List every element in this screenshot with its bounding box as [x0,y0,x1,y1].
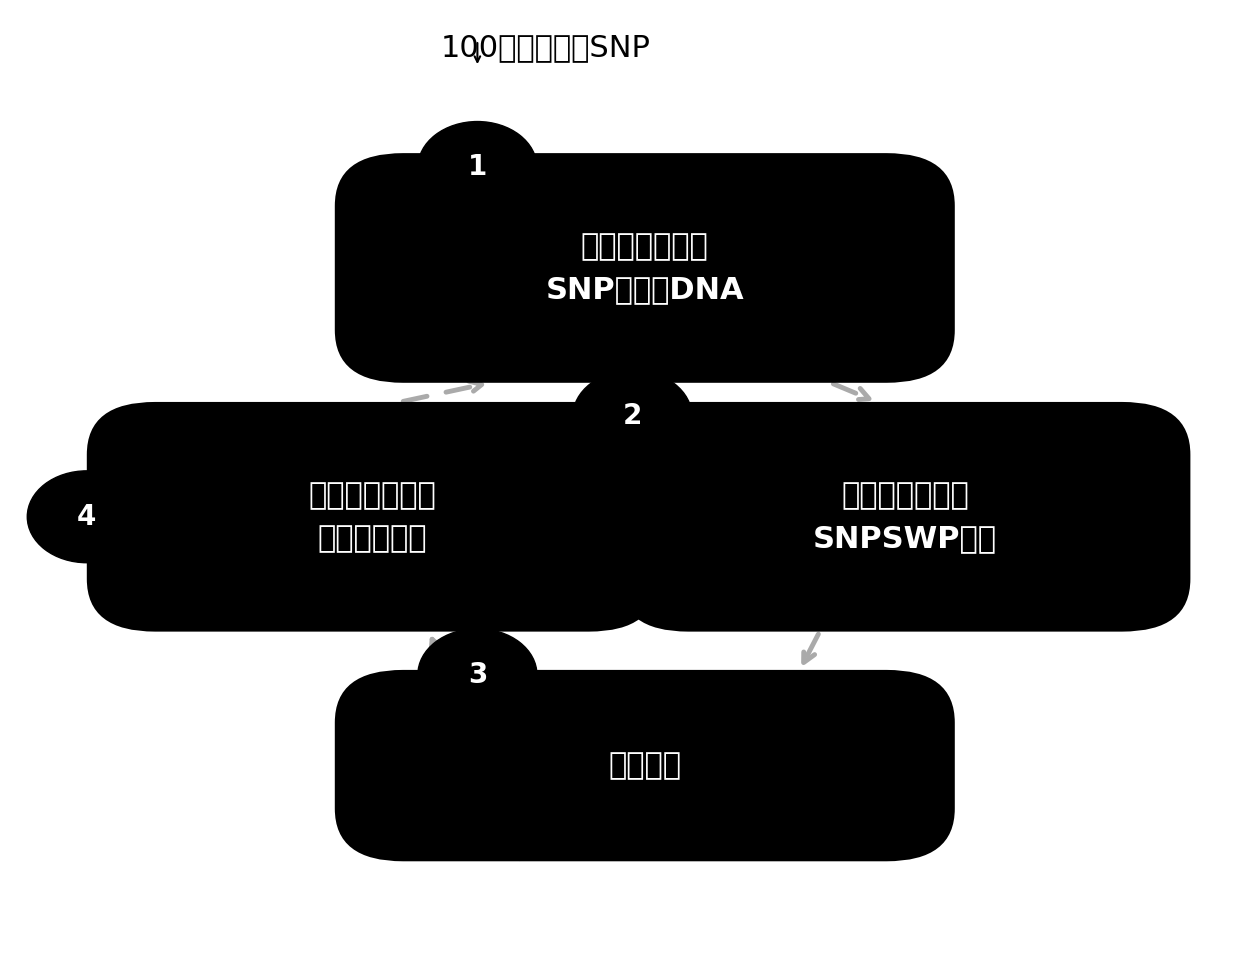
Circle shape [27,471,146,563]
Circle shape [418,629,537,721]
Text: 4: 4 [77,502,97,531]
Circle shape [418,122,537,213]
FancyBboxPatch shape [335,670,955,861]
Circle shape [573,370,692,462]
Text: 组装和品质控制
SNPSWP质体: 组装和品质控制 SNPSWP质体 [813,480,997,553]
Text: 产生和品质控制
SNP特异性DNA: 产生和品质控制 SNP特异性DNA [546,232,744,304]
FancyBboxPatch shape [335,153,955,383]
FancyBboxPatch shape [620,402,1190,632]
FancyBboxPatch shape [87,402,657,632]
Text: 2: 2 [622,402,642,431]
Text: 3: 3 [467,660,487,689]
Text: 100个待交换的SNP: 100个待交换的SNP [440,33,651,62]
Text: 转化菌株: 转化菌株 [609,751,681,780]
Text: 1: 1 [467,153,487,182]
Text: 环出标记和品质
控制最终菌株: 环出标记和品质 控制最终菌株 [308,480,436,553]
